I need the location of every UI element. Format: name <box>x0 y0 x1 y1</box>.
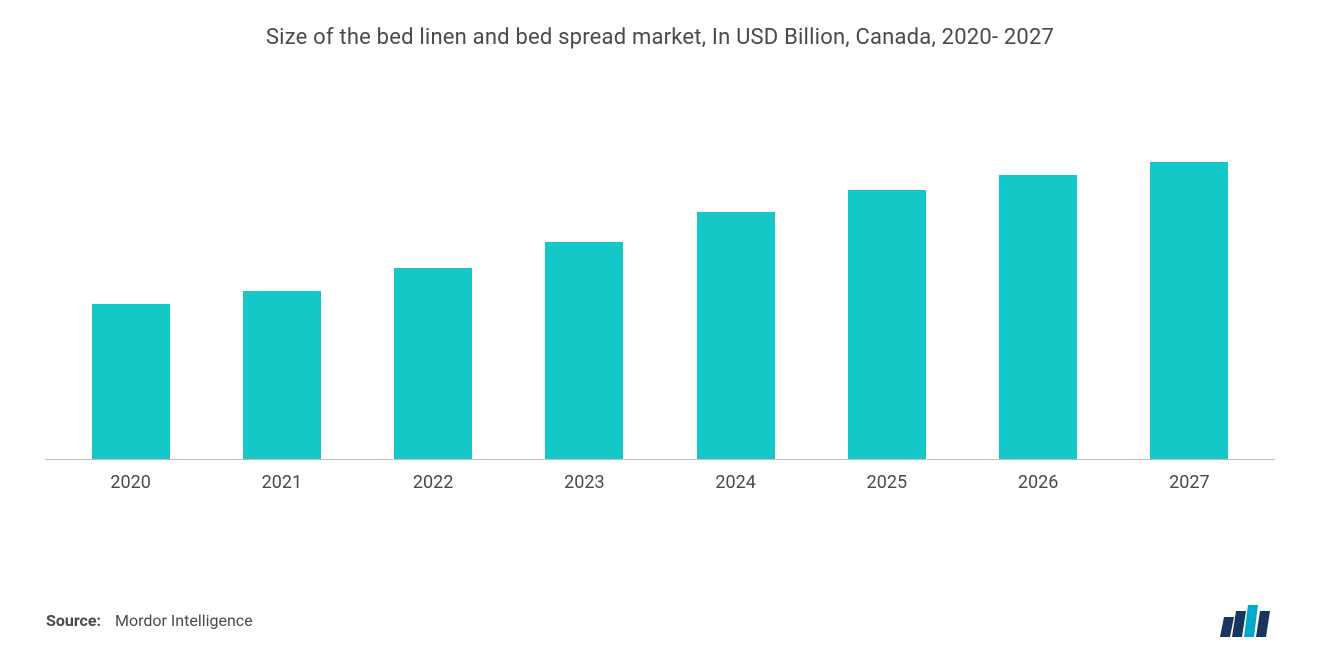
chart-footer: Source: Mordor Intelligence <box>46 603 1274 637</box>
bar <box>999 175 1077 459</box>
x-axis-label: 2025 <box>811 472 962 493</box>
bar-slot <box>55 110 206 459</box>
brand-logo-icon <box>1218 603 1274 637</box>
bar-slot <box>660 110 811 459</box>
x-axis-label: 2022 <box>358 472 509 493</box>
bar <box>243 291 321 459</box>
bar <box>848 190 926 459</box>
bar-slot <box>206 110 357 459</box>
bar-slot <box>1114 110 1265 459</box>
bar-slot <box>811 110 962 459</box>
chart-container: 20202021202220232024202520262027 <box>45 110 1275 530</box>
x-axis-label: 2024 <box>660 472 811 493</box>
x-axis-label: 2026 <box>963 472 1114 493</box>
x-axis-label: 2020 <box>55 472 206 493</box>
x-axis-label: 2021 <box>206 472 357 493</box>
bar <box>545 242 623 459</box>
bar <box>1150 162 1228 459</box>
bar <box>92 304 170 459</box>
bar <box>394 268 472 459</box>
chart-title: Size of the bed linen and bed spread mar… <box>40 25 1280 50</box>
chart-plot-area <box>45 110 1275 460</box>
x-axis-label: 2027 <box>1114 472 1265 493</box>
bar-slot <box>358 110 509 459</box>
chart-x-axis: 20202021202220232024202520262027 <box>45 460 1275 493</box>
source-attribution: Source: Mordor Intelligence <box>46 611 253 630</box>
bar <box>697 212 775 459</box>
source-label: Source: <box>46 611 101 630</box>
bar-slot <box>509 110 660 459</box>
x-axis-label: 2023 <box>509 472 660 493</box>
source-value: Mordor Intelligence <box>115 611 253 630</box>
bar-slot <box>963 110 1114 459</box>
